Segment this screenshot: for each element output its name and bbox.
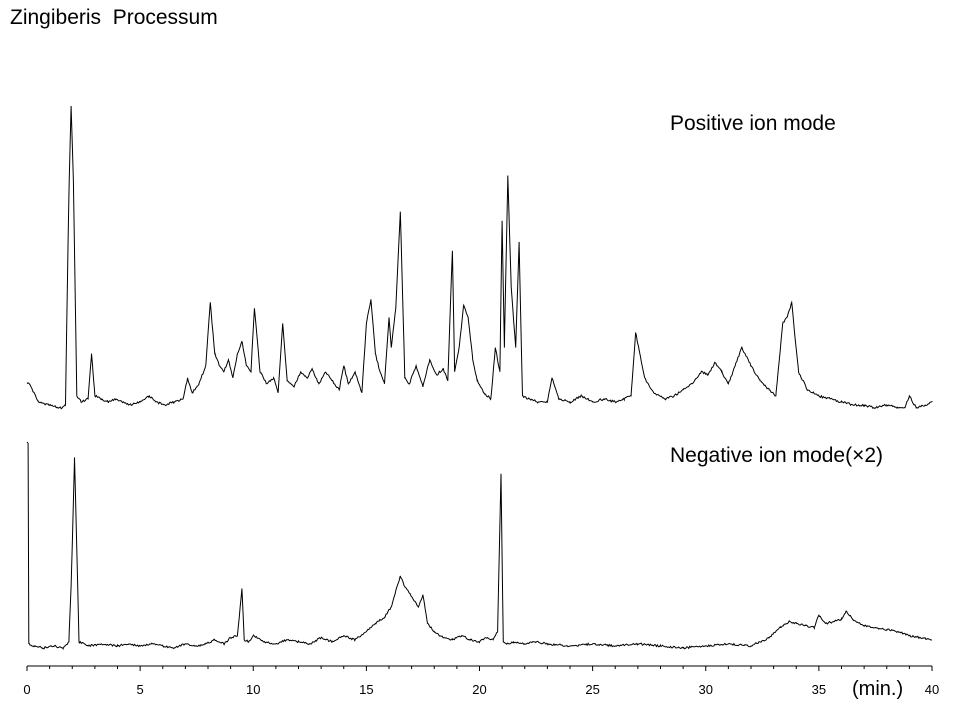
chart-title: Zingiberis Processum (10, 6, 218, 29)
x-tick-label: 40 (925, 682, 939, 697)
x-axis-unit-label: (min.) (852, 678, 904, 700)
series-line-positive (26, 105, 933, 410)
x-tick-label: 0 (23, 682, 30, 697)
series-label-positive: Positive ion mode (670, 112, 836, 135)
x-tick-label: 10 (246, 682, 260, 697)
x-tick-label: 25 (585, 682, 599, 697)
series-line-negative (26, 441, 933, 650)
x-tick-label: 5 (137, 682, 144, 697)
x-tick-label: 30 (699, 682, 713, 697)
x-tick-label: 35 (812, 682, 826, 697)
x-tick-label: 20 (472, 682, 486, 697)
x-tick-label: 15 (359, 682, 373, 697)
series-label-negative: Negative ion mode(×2) (670, 444, 884, 467)
